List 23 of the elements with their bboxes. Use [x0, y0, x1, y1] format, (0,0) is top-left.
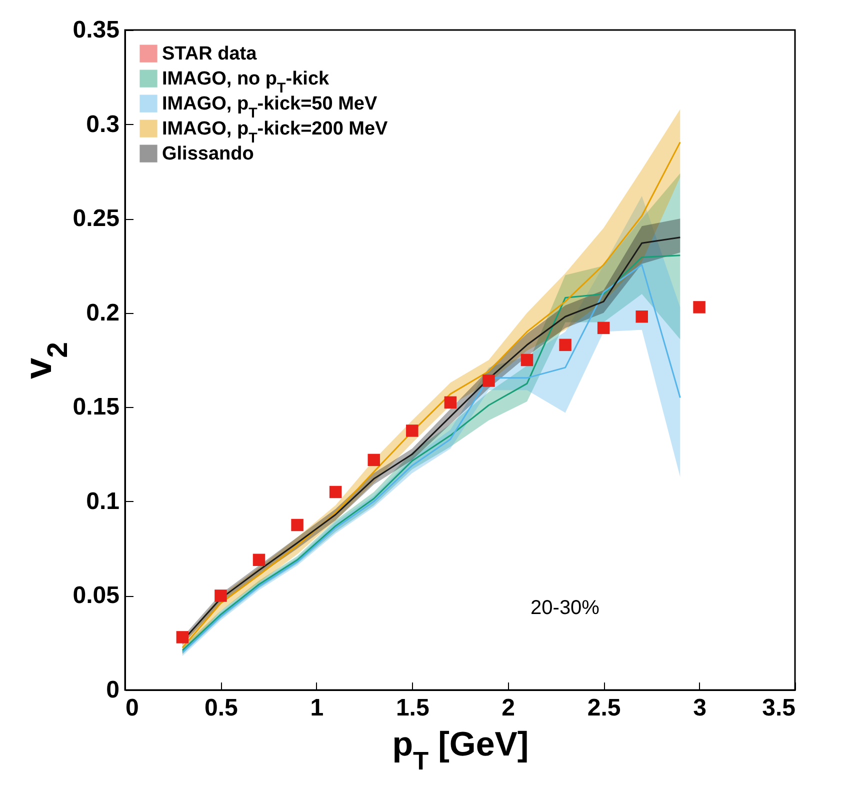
- y-tick-label: 0.1: [86, 488, 120, 515]
- y-tick-label: 0.35: [72, 16, 120, 44]
- x-tick-label: 1.5: [396, 694, 430, 722]
- y-tick-label: 0: [106, 676, 120, 704]
- legend-label: IMAGO, p$_{T}$-kick=200 MeV: [162, 118, 388, 146]
- y-tick-label: 0.3: [86, 110, 120, 138]
- legend-label: IMAGO, no p$_{T}$-kick: [162, 68, 330, 96]
- y-tick-label: 0.05: [72, 582, 120, 610]
- x-tick-label: 0.5: [204, 694, 238, 722]
- legend-label: IMAGO, p$_{T}$-kick=50 MeV: [162, 94, 378, 122]
- legend-label: Glissando: [162, 144, 254, 164]
- x-axis-title: p$_{T}$ [GeV]: [392, 726, 529, 776]
- legend-label: STAR data: [162, 44, 258, 64]
- x-tick-label: 3: [693, 694, 706, 722]
- x-tick-label: 2.5: [587, 694, 621, 722]
- y-tick-label: 0.15: [72, 394, 120, 421]
- x-tick-label: 0: [126, 694, 139, 722]
- annotation: 20-30%: [530, 597, 600, 619]
- x-tick-label: 2: [502, 694, 516, 722]
- x-tick-label: 1: [310, 694, 324, 722]
- y-tick-label: 0.2: [86, 299, 120, 326]
- y-tick-label: 0.25: [72, 205, 120, 232]
- x-tick-label: 3.5: [762, 694, 796, 722]
